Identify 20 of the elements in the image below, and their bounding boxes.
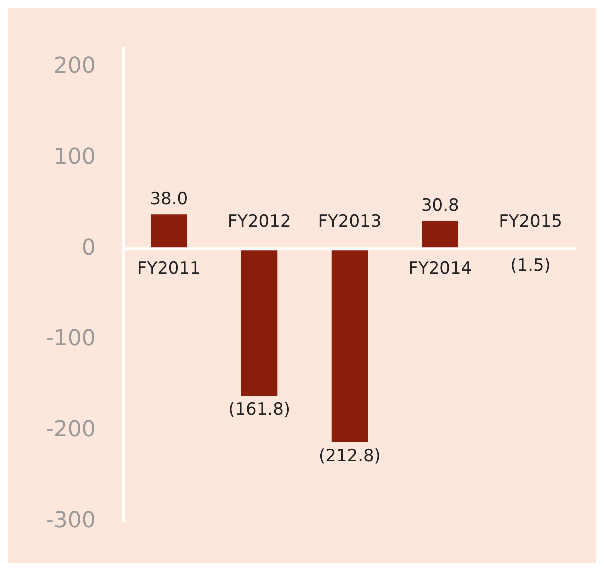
data-label: 38.0 <box>150 190 188 210</box>
data-label: 30.8 <box>421 196 460 216</box>
data-label: (212.8) <box>318 446 381 466</box>
x-tick-label: FY2012 <box>228 212 292 232</box>
data-label: (161.8) <box>228 400 291 420</box>
y-tick-label: -200 <box>46 418 96 443</box>
x-tick-label: FY2014 <box>408 259 472 280</box>
x-tick-label: FY2013 <box>318 212 382 232</box>
y-tick-label: 200 <box>54 54 96 80</box>
data-label: (1.5) <box>510 256 551 276</box>
y-tick-label: 100 <box>54 144 96 170</box>
y-tick-label: -100 <box>46 326 96 352</box>
y-tick-label: 0 <box>82 236 96 261</box>
bar <box>422 221 458 250</box>
bar <box>332 249 368 443</box>
bar <box>151 214 188 250</box>
bar <box>241 249 278 396</box>
y-tick-label: -300 <box>46 508 96 534</box>
x-tick-label: FY2015 <box>499 212 563 232</box>
x-tick-label: FY2011 <box>137 259 201 280</box>
